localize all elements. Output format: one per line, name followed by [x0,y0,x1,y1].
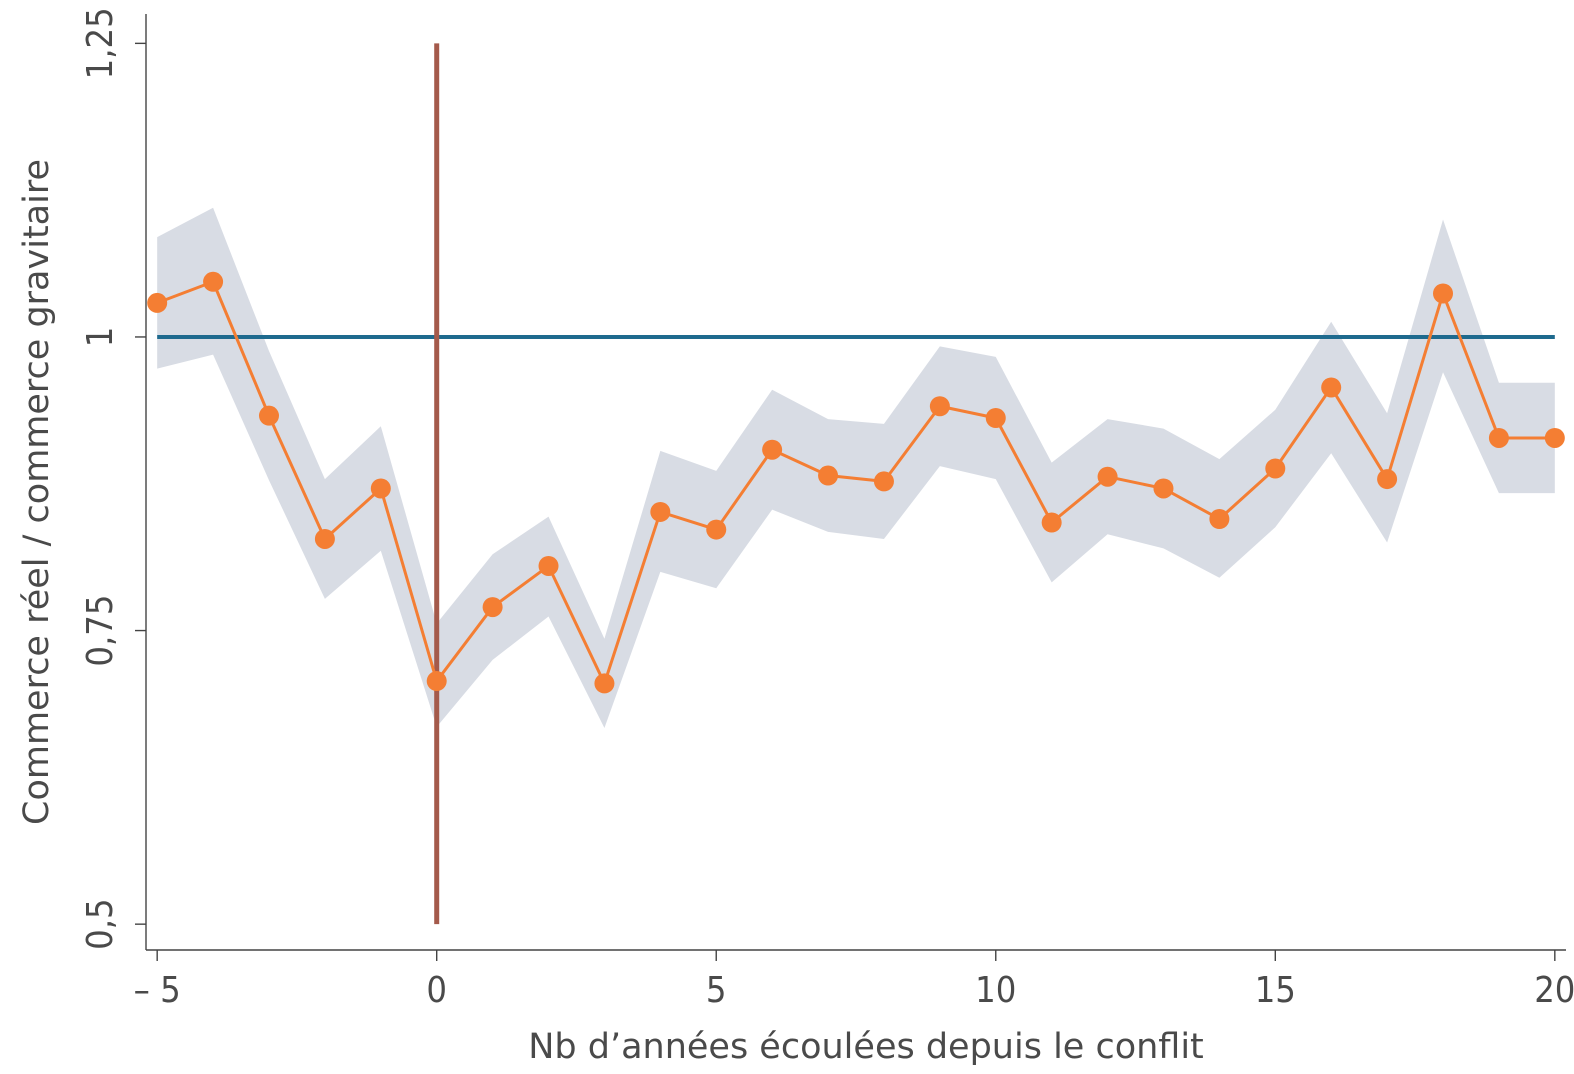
data-point [873,471,894,492]
data-point [370,478,391,499]
x-tick-label: – 5 [134,970,181,1011]
y-ticks: 0,5 0,75 1 1,25 [80,7,146,950]
data-point [818,465,839,486]
x-tick-label: 15 [1255,970,1296,1011]
x-tick-label: 5 [706,970,727,1011]
data-point [1265,458,1286,479]
data-point [203,271,224,292]
data-point [762,439,783,460]
data-point [1321,377,1342,398]
series-line [156,280,1555,685]
y-tick-label: 0,5 [80,898,121,950]
data-point [1488,427,1509,448]
data-point [482,597,503,618]
data-point [1097,466,1118,487]
data-point [426,671,447,692]
data-point [258,405,279,426]
y-axis-title: Commerce réel / commerce gravitaire [17,159,57,825]
data-point [1041,512,1062,533]
data-point [1377,469,1398,490]
data-point [538,555,559,576]
x-ticks: – 5 0 5 10 15 20 [134,950,1574,1011]
x-axis-title: Nb d’années écoulées depuis le conflit [528,1027,1204,1067]
data-point [929,396,950,417]
data-point [594,673,615,694]
y-tick-label: 0,75 [80,595,121,667]
series-layer [147,271,1565,694]
x-tick-label: 10 [975,970,1016,1011]
data-point [1209,508,1230,529]
data-point [650,501,671,522]
reference-lines-layer [157,43,1555,925]
data-point [706,519,727,540]
y-tick-label: 1 [80,327,121,348]
data-point [147,292,168,313]
data-point [1153,478,1174,499]
confidence-band-layer [157,207,1555,729]
x-tick-label: 20 [1534,970,1574,1011]
y-tick-label: 1,25 [80,7,121,79]
data-point [1544,427,1565,448]
data-point [985,407,1006,428]
axes-layer [145,14,1566,951]
data-point [1433,283,1454,304]
x-tick-label: 0 [426,970,447,1011]
confidence-band [157,207,1555,729]
data-point [314,528,335,549]
